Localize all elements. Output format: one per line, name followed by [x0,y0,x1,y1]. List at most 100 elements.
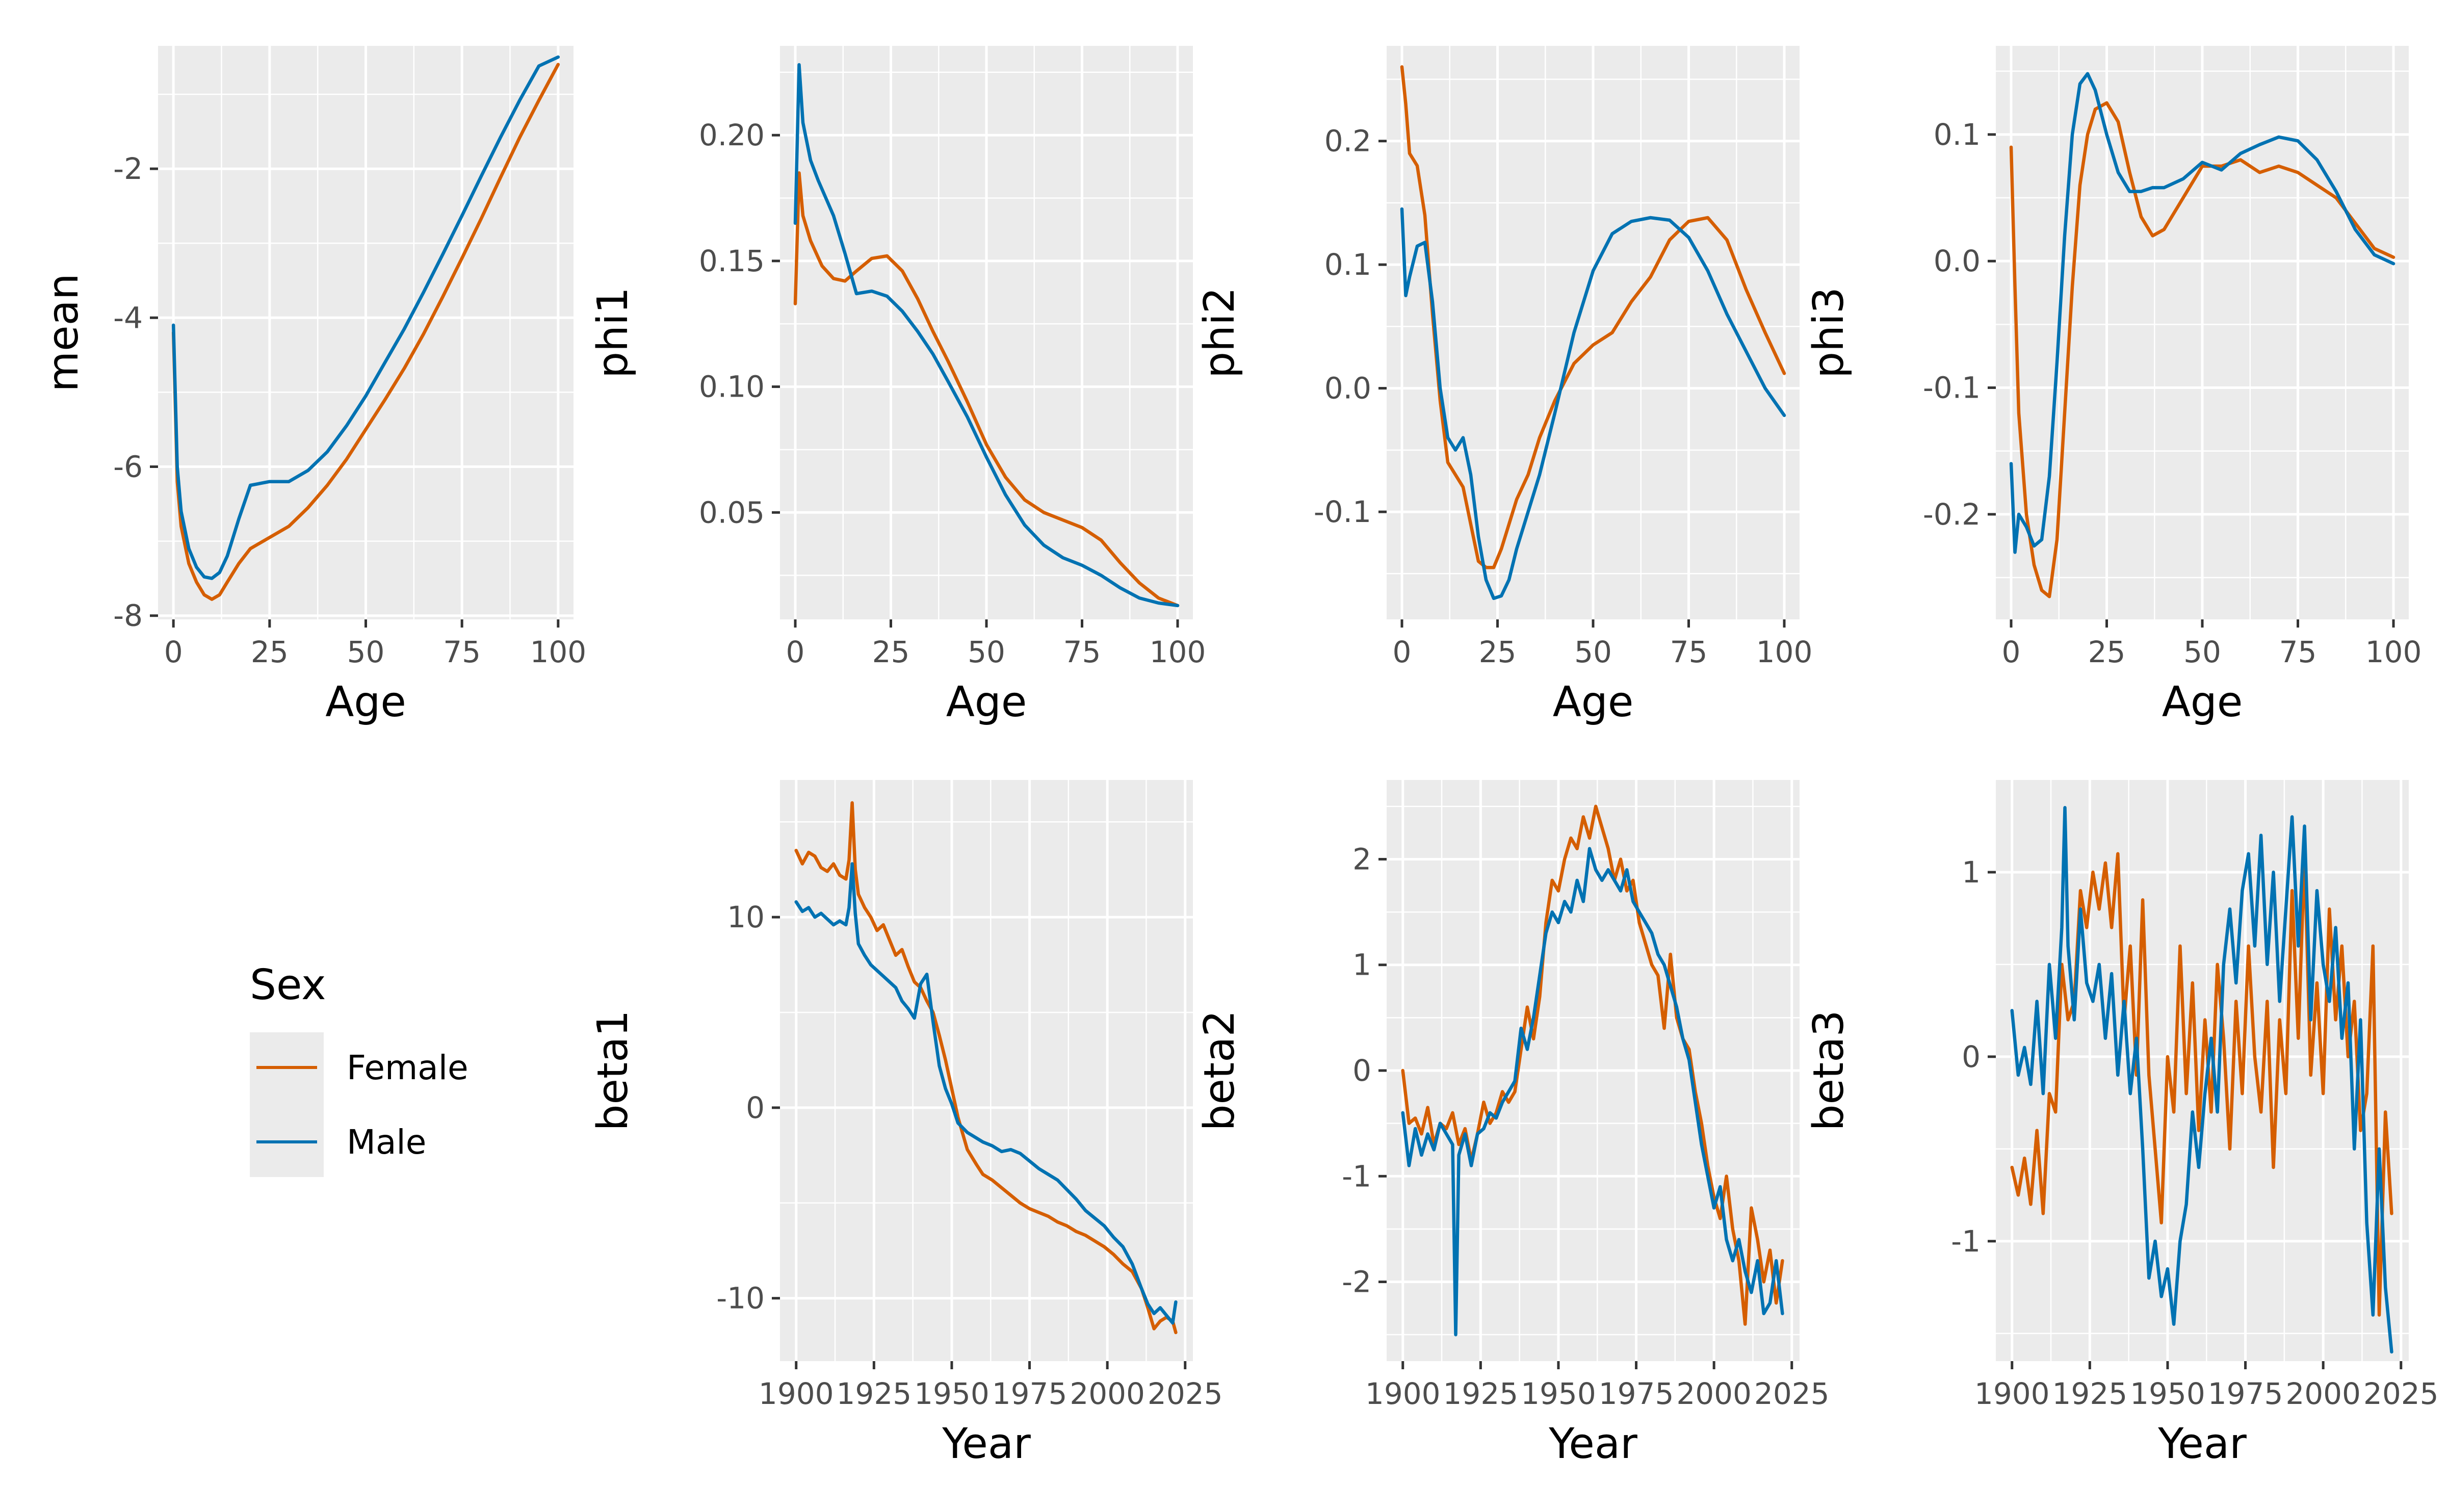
beta3-xtick-label: 2000 [2285,1376,2361,1411]
mean-ytick-label: -4 [113,300,143,335]
mean-xtick-label: 100 [530,635,586,669]
phi2-ytick-label: -0.1 [1314,494,1371,529]
phi2-series-male [1400,207,1786,601]
beta2-xtick-label: 1950 [1521,1376,1596,1411]
mean-y-axis-title: mean [39,273,88,392]
phi2-xtick-label: 100 [1756,635,1813,669]
beta3-x-axis-title: Year [2157,1420,2247,1468]
beta2-y-axis-title: beta2 [1195,1010,1244,1131]
beta1-y-axis-title: beta1 [589,1010,637,1131]
beta1-xtick-label: 2025 [1148,1376,1223,1411]
beta1-series-male [794,862,1178,1325]
phi3-ytick-label: -0.1 [1923,371,1981,405]
beta1-series-female [794,801,1178,1335]
phi2-ytick-label: 0.0 [1324,371,1371,406]
panel-beta1: 1900 1925 1950 1975 2000 2025 -10 0 10 Year beta1 [589,780,1223,1468]
phi3-xtick-label: 75 [2279,635,2317,669]
phi1-xtick-label: 0 [786,635,805,669]
mean-xtick-label: 0 [164,635,183,669]
beta3-xtick-label: 1950 [2130,1376,2205,1411]
beta2-ytick-label: 1 [1352,948,1371,982]
mean-ytick-label: -2 [113,151,143,186]
beta3-y-axis-title: beta3 [1805,1010,1853,1131]
mean-xtick-label: 75 [443,635,481,669]
phi1-x-axis-title: Age [946,678,1027,726]
phi1-series-female [793,171,1180,608]
beta3-xtick-label: 1975 [2208,1376,2283,1411]
beta3-ytick-label: 0 [1962,1039,1981,1074]
mean-x-axis-title: Age [325,678,406,726]
mean-series-male [171,55,560,580]
panel-beta2: 1900 1925 1950 1975 2000 2025 -2 -1 0 1 2 Year beta2 [1195,780,1830,1468]
phi2-y-axis-title: phi2 [1195,287,1244,378]
phi3-ytick-label: -0.2 [1923,497,1981,532]
beta1-panel-background [780,780,1193,1361]
panel-phi2: 0 25 50 75 100 -0.1 0.0 0.1 0.2 Age phi2 [1195,46,1812,726]
beta2-x-axis-title: Year [1548,1420,1637,1468]
beta2-xtick-label: 1900 [1365,1376,1441,1411]
beta1-xtick-label: 1925 [837,1376,912,1411]
beta2-ytick-label: 2 [1352,842,1371,876]
phi2-xtick-label: 25 [1479,635,1517,669]
beta2-xtick-label: 1975 [1599,1376,1674,1411]
beta2-ytick-label: 0 [1352,1053,1371,1088]
panel-beta3: 1900 1925 1950 1975 2000 2025 -1 0 1 Year beta3 [1805,780,2439,1468]
beta2-series-male [1401,847,1784,1337]
beta2-xtick-label: 1925 [1443,1376,1519,1411]
legend-key-background [250,1032,324,1177]
phi1-y-axis-title: phi1 [589,287,637,378]
phi3-xtick-label: 25 [2088,635,2126,669]
panel-phi1: 0 25 50 75 100 0.05 0.10 0.15 0.20 Age phi1 [589,46,1206,726]
phi3-ytick-label: 0.0 [1934,244,1981,278]
phi3-xtick-label: 50 [2183,635,2221,669]
phi1-ytick-label: 0.05 [699,495,765,530]
beta2-ytick-label: -1 [1342,1159,1371,1193]
legend-label-male: Male [347,1123,426,1162]
beta1-ytick-label: 0 [746,1090,765,1125]
phi1-ytick-label: 0.15 [699,244,765,278]
panel-phi3: 0 25 50 75 100 -0.2 -0.1 0.0 0.1 Age phi3 [1805,46,2422,726]
phi3-series-female [2009,101,2396,598]
phi2-xtick-label: 75 [1670,635,1708,669]
phi1-xtick-label: 25 [872,635,910,669]
phi2-ytick-label: 0.1 [1324,247,1371,282]
legend: Sex Female Male [250,961,468,1177]
legend-label-female: Female [347,1048,468,1087]
phi1-xtick-label: 75 [1063,635,1101,669]
beta3-xtick-label: 2025 [2363,1376,2439,1411]
beta1-xtick-label: 1975 [992,1376,1068,1411]
mean-series-female [171,63,560,601]
beta3-xtick-label: 1925 [2052,1376,2128,1411]
phi3-x-axis-title: Age [2162,678,2243,726]
mean-ytick-label: -8 [113,598,143,633]
beta1-xtick-label: 2000 [1070,1376,1145,1411]
beta3-xtick-label: 1900 [1974,1376,2050,1411]
mean-xtick-label: 25 [251,635,289,669]
phi3-series-male [2009,72,2396,554]
phi1-xtick-label: 100 [1150,635,1206,669]
beta3-ytick-label: 1 [1962,855,1981,890]
beta3-series-male [2010,806,2393,1354]
phi3-y-axis-title: phi3 [1805,287,1853,378]
phi1-xtick-label: 50 [968,635,1005,669]
phi2-xtick-label: 50 [1574,635,1612,669]
beta1-x-axis-title: Year [942,1420,1031,1468]
beta1-ytick-label: 10 [727,900,765,934]
phi3-xtick-label: 0 [2002,635,2021,669]
phi3-ytick-label: 0.1 [1934,117,1981,152]
phi2-x-axis-title: Age [1553,678,1634,726]
mean-ytick-label: -6 [113,449,143,484]
phi1-ytick-label: 0.10 [699,370,765,404]
beta2-ytick-label: -2 [1342,1265,1371,1299]
beta2-xtick-label: 2025 [1754,1376,1830,1411]
mean-xtick-label: 50 [347,635,385,669]
phi2-ytick-label: 0.2 [1324,124,1371,159]
beta3-ytick-label: -1 [1951,1224,1981,1259]
legend-title: Sex [250,961,326,1009]
beta1-xtick-label: 1950 [914,1376,990,1411]
phi1-series-male [793,63,1180,608]
phi1-ytick-label: 0.20 [699,118,765,152]
beta1-ytick-label: -10 [716,1281,765,1316]
panel-mean: 0 25 50 75 100 -8 -6 -4 -2 Age mean [39,46,586,726]
